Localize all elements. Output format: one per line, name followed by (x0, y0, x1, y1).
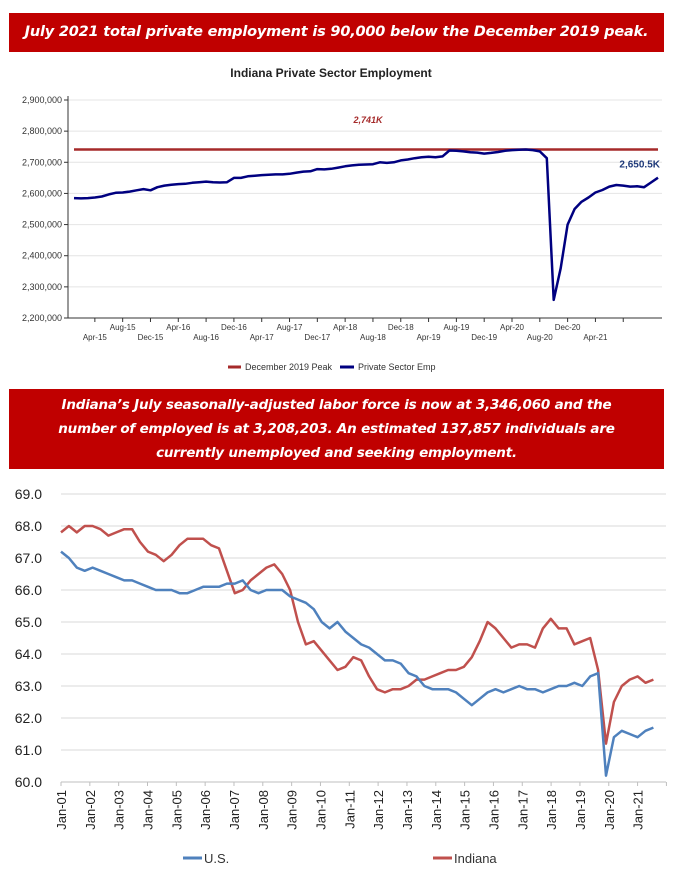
x-tick-label: Dec-20 (555, 323, 581, 332)
x-tick-label: Dec-18 (388, 323, 414, 332)
y-tick-label: 66.0 (15, 582, 42, 598)
series-line-us (60, 550, 654, 777)
x-tick-label: Jan-02 (83, 790, 98, 830)
x-tick-label: Aug-20 (527, 333, 553, 342)
x-tick-label: Aug-19 (443, 323, 469, 332)
x-tick-label: Apr-16 (166, 323, 191, 332)
headline-banner-labor-force: Indiana’s July seasonally-adjusted labor… (9, 389, 664, 469)
x-tick-label: Jan-14 (429, 790, 444, 830)
x-tick-label: Apr-15 (83, 333, 108, 342)
legend-label-private-emp: Private Sector Emp (358, 362, 436, 372)
x-tick-label: Jan-16 (486, 790, 501, 830)
y-tick-label: 67.0 (15, 550, 42, 566)
legend-label-us: U.S. (204, 851, 229, 866)
x-tick-label: Aug-18 (360, 333, 386, 342)
x-tick-label: Jan-18 (544, 790, 559, 830)
y-tick-label: 2,800,000 (22, 126, 62, 136)
annotation-peak-value: 2,741K (352, 115, 384, 125)
y-tick-label: 63.0 (15, 678, 42, 694)
y-tick-label: 2,700,000 (22, 157, 62, 167)
x-tick-label: Aug-15 (110, 323, 136, 332)
y-tick-label: 2,400,000 (22, 251, 62, 261)
legend-label-indiana: Indiana (454, 851, 497, 866)
chart-legend: December 2019 Peak Private Sector Emp (228, 362, 436, 372)
y-tick-label: 2,900,000 (22, 95, 62, 105)
x-tick-label: Jan-21 (631, 790, 646, 830)
x-tick-label: Apr-18 (333, 323, 358, 332)
x-tick-label: Jan-20 (602, 790, 617, 830)
x-tick-label: Jan-04 (140, 790, 155, 830)
x-tick-label: Jan-15 (458, 790, 473, 830)
series-line-indiana (60, 524, 654, 745)
y-tick-label: 2,300,000 (22, 282, 62, 292)
x-tick-label: Jan-19 (573, 790, 588, 830)
x-tick-label: Dec-16 (221, 323, 247, 332)
y-tick-label: 64.0 (15, 646, 42, 662)
x-tick-label: Jan-06 (198, 790, 213, 830)
x-tick-label: Apr-21 (583, 333, 608, 342)
y-tick-label: 61.0 (15, 742, 42, 758)
x-tick-label: Jan-08 (256, 790, 271, 830)
x-tick-label: Jan-09 (285, 790, 300, 830)
x-tick-label: Jan-13 (400, 790, 415, 830)
y-tick-label: 62.0 (15, 710, 42, 726)
x-tick-label: Apr-19 (417, 333, 442, 342)
y-tick-label: 2,600,000 (22, 188, 62, 198)
series-line-private-sector-emp (73, 148, 659, 302)
y-tick-label: 65.0 (15, 614, 42, 630)
x-tick-label: Apr-20 (500, 323, 525, 332)
x-tick-label: Jan-11 (342, 790, 357, 829)
x-tick-label: Jan-10 (313, 790, 328, 830)
x-tick-label: Aug-17 (277, 323, 303, 332)
y-tick-label: 68.0 (15, 518, 42, 534)
annotation-latest-value: 2,650.5K (619, 160, 660, 171)
x-tick-label: Jan-05 (169, 790, 184, 830)
y-tick-label: 2,500,000 (22, 220, 62, 230)
x-tick-label: Jan-03 (112, 790, 127, 830)
legend-label-peak: December 2019 Peak (245, 362, 333, 372)
x-tick-label: Jan-07 (227, 790, 242, 830)
x-tick-label: Dec-17 (304, 333, 330, 342)
x-tick-label: Jan-01 (54, 790, 69, 830)
y-tick-label: 69.0 (15, 486, 42, 502)
chart-legend: U.S. Indiana (183, 851, 497, 866)
x-tick-label: Jan-17 (515, 790, 530, 830)
headline-banner-private-employment: July 2021 total private employment is 90… (9, 13, 664, 52)
y-tick-label: 2,200,000 (22, 313, 62, 323)
x-tick-label: Jan-12 (371, 790, 386, 830)
labor-force-participation-chart: 69.0 68.0 67.0 66.0 65.0 64.0 63.0 62.0 61.0 60.0… (15, 486, 667, 866)
x-tick-label: Dec-19 (471, 333, 497, 342)
x-tick-label: Apr-17 (250, 333, 275, 342)
chart-title: Indiana Private Sector Employment (230, 66, 431, 80)
y-tick-label: 60.0 (15, 774, 42, 790)
x-tick-label: Dec-15 (138, 333, 164, 342)
private-sector-employment-chart: Indiana Private Sector Employment 2,900,… (22, 66, 662, 372)
x-tick-label: Aug-16 (193, 333, 219, 342)
